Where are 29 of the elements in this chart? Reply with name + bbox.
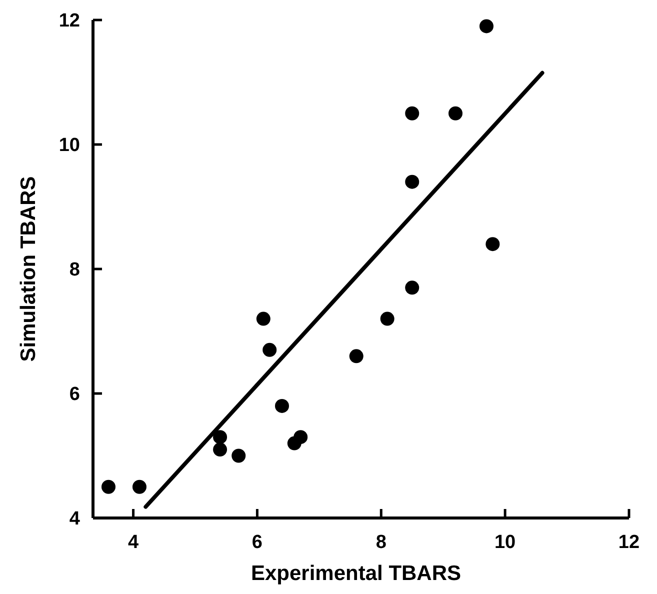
x-tick-label: 8 xyxy=(376,532,386,553)
point xyxy=(256,312,270,326)
x-tick-label: 4 xyxy=(128,532,139,553)
x-tick-label: 6 xyxy=(252,532,262,553)
point xyxy=(405,174,420,189)
y-tick-label: 10 xyxy=(58,135,80,156)
point xyxy=(405,106,420,120)
point xyxy=(479,19,494,34)
point xyxy=(405,280,420,295)
y-tick-label: 8 xyxy=(69,260,80,281)
y-tick-label: 12 xyxy=(58,10,80,32)
point xyxy=(101,480,116,494)
point xyxy=(274,398,289,413)
y-tick-label: 4 xyxy=(69,508,80,530)
y-tick-label: 6 xyxy=(69,384,80,406)
point xyxy=(213,442,228,457)
x-tick-label: 10 xyxy=(494,532,516,553)
y-axis-title: Simulation TBARS xyxy=(17,176,40,362)
point xyxy=(213,430,228,444)
x-axis-title: Experimental TBARS xyxy=(250,562,462,585)
point xyxy=(486,237,500,252)
point xyxy=(349,349,364,364)
point xyxy=(294,430,308,444)
point xyxy=(132,480,146,494)
point xyxy=(448,106,462,120)
point xyxy=(380,312,394,326)
point xyxy=(232,448,246,463)
x-tick-label: 12 xyxy=(618,532,640,553)
point xyxy=(262,342,277,357)
